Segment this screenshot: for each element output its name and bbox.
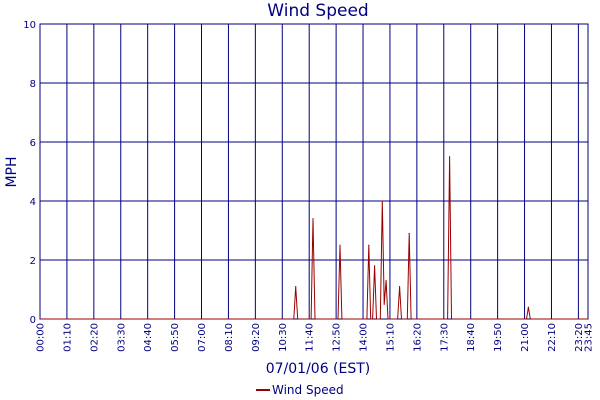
data-point xyxy=(529,318,531,320)
x-tick-label: 16:20 xyxy=(412,323,423,352)
legend: Wind Speed xyxy=(256,383,344,397)
x-axis-label: 07/01/06 (EST) xyxy=(266,361,371,377)
x-tick-label: 15:10 xyxy=(385,323,396,352)
y-tick-label: 2 xyxy=(30,256,36,267)
x-tick-label: 11:40 xyxy=(305,323,316,352)
x-tick-label: 02:20 xyxy=(89,323,100,352)
x-tick-label: 04:40 xyxy=(143,323,154,352)
data-point xyxy=(370,318,372,320)
x-tick-label: 19:50 xyxy=(493,323,504,352)
data-point xyxy=(368,244,370,246)
x-tick-label: 17:30 xyxy=(439,323,450,352)
data-point xyxy=(297,318,299,320)
data-point xyxy=(372,318,374,320)
data-point xyxy=(447,318,449,320)
data-point xyxy=(375,318,378,320)
y-tick-label: 6 xyxy=(30,138,36,149)
data-point xyxy=(295,285,297,288)
y-tick-label: 10 xyxy=(23,20,36,31)
x-tick-label: 23:20 xyxy=(574,323,585,352)
data-point xyxy=(400,318,403,320)
data-point xyxy=(527,306,529,308)
data-point xyxy=(408,232,410,235)
data-point xyxy=(387,318,389,320)
x-tick-label: 01:10 xyxy=(62,323,73,352)
chart-title: Wind Speed xyxy=(267,1,368,21)
data-point xyxy=(310,318,312,320)
x-tick-label: 10:30 xyxy=(278,323,289,352)
data-point xyxy=(450,318,453,320)
x-tick-label: 07:00 xyxy=(197,323,208,352)
data-point xyxy=(314,318,316,320)
y-tick-label: 0 xyxy=(30,315,36,326)
data-point xyxy=(341,318,343,320)
y-axis-label: MPH xyxy=(4,156,20,187)
x-tick-label: 21:00 xyxy=(520,323,531,352)
series-line-wind-speed xyxy=(40,156,588,320)
x-tick-label: 12:50 xyxy=(332,323,343,352)
data-point xyxy=(398,285,401,288)
data-point xyxy=(587,318,589,320)
data-point xyxy=(406,318,408,320)
data-point xyxy=(410,318,412,320)
x-tick-label: 09:20 xyxy=(251,323,262,352)
plot-border xyxy=(39,23,589,320)
data-point xyxy=(385,280,387,282)
x-tick-label: 14:00 xyxy=(359,323,370,352)
data-point xyxy=(293,318,295,320)
legend-label-wind-speed: Wind Speed xyxy=(272,383,344,397)
data-point xyxy=(339,244,341,246)
data-point xyxy=(448,156,451,158)
y-tick-label: 4 xyxy=(30,197,36,208)
data-point xyxy=(397,318,399,320)
x-tick-label: 03:30 xyxy=(116,323,127,352)
x-tick-label: 18:40 xyxy=(466,323,477,352)
data-point xyxy=(39,318,41,320)
data-point xyxy=(383,303,385,305)
data-point xyxy=(337,318,339,320)
data-point xyxy=(525,318,528,320)
series-layer xyxy=(39,156,589,320)
x-tick-label: 22:10 xyxy=(547,323,558,352)
x-tick-labels: 00:00 01:10 02:20 03:30 04:40 05:50 07:00 08:10… xyxy=(36,323,595,352)
x-tick-label: 05:50 xyxy=(170,323,181,352)
data-point xyxy=(312,218,314,220)
data-point xyxy=(366,318,368,320)
y-tick-label: 8 xyxy=(30,79,36,90)
grid xyxy=(39,23,589,320)
x-tick-label: 23:45 xyxy=(584,323,595,352)
data-point xyxy=(379,318,381,320)
data-point xyxy=(373,265,376,267)
y-tick-labels: 0 2 4 6 8 10 xyxy=(23,20,36,326)
data-point xyxy=(381,200,383,202)
x-tick-label: 08:10 xyxy=(224,323,235,352)
x-tick-label: 00:00 xyxy=(36,323,47,352)
